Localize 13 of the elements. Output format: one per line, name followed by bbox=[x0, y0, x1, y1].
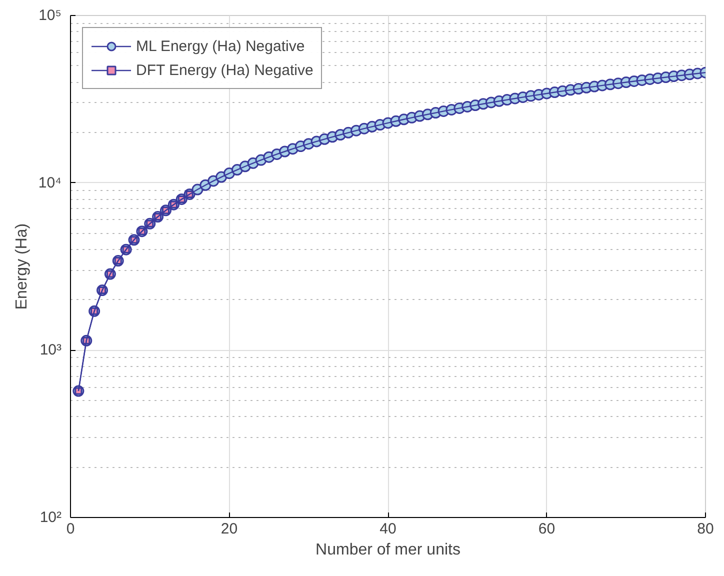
x-tick-label: 80 bbox=[697, 520, 714, 538]
x-tick-label: 20 bbox=[220, 520, 238, 538]
legend-label: DFT Energy (Ha) Negative bbox=[136, 62, 314, 78]
legend-label: ML Energy (Ha) Negative bbox=[136, 38, 305, 54]
y-tick-label: 10⁴ bbox=[38, 174, 62, 192]
x-tick-label: 0 bbox=[66, 520, 75, 538]
x-axis-title: Number of mer units bbox=[316, 542, 460, 558]
y-axis-title: Energy (Ha) bbox=[13, 223, 30, 310]
x-tick-label: 40 bbox=[380, 520, 396, 538]
y-tick-label: 10⁵ bbox=[38, 7, 62, 24]
y-tick-label: 10³ bbox=[40, 342, 62, 359]
y-tick-label: 10² bbox=[40, 509, 62, 526]
x-tick-label: 60 bbox=[538, 520, 556, 538]
